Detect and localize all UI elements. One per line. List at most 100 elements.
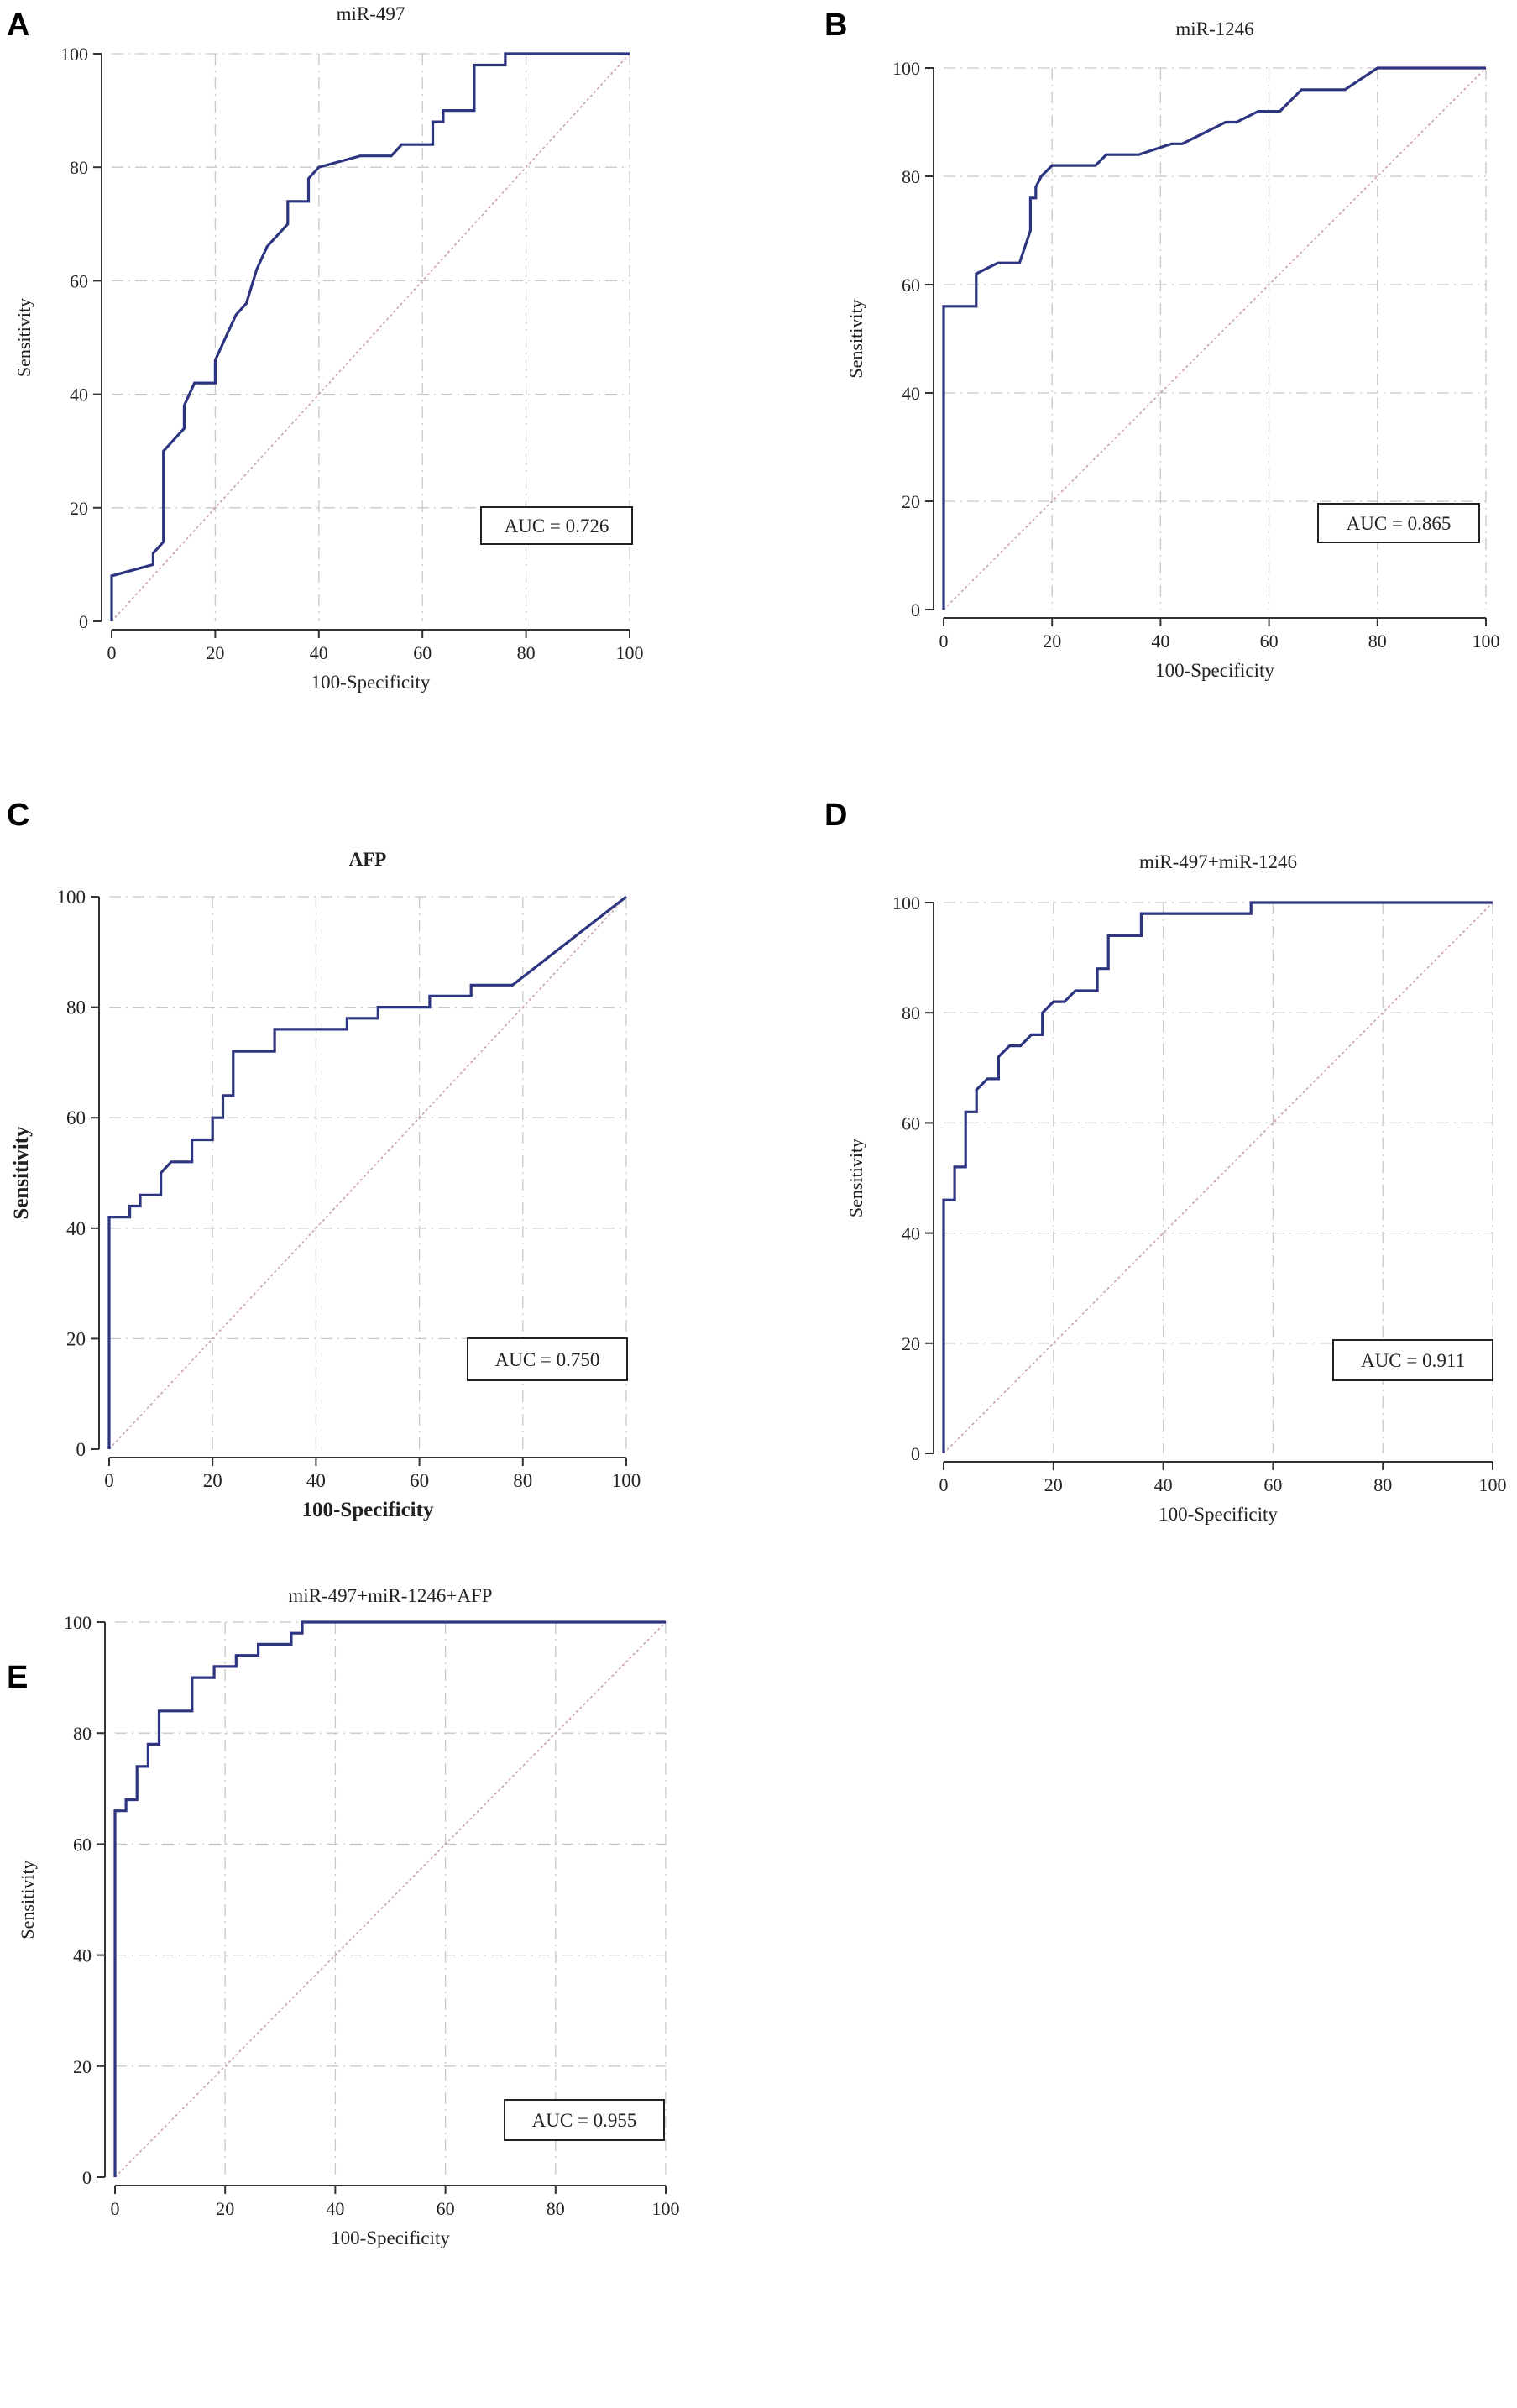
x-tick-label: 0 xyxy=(939,631,949,652)
x-tick-label: 80 xyxy=(513,1470,532,1491)
x-tick-label: 40 xyxy=(1154,1474,1173,1495)
x-axis-label: 100-Specificity xyxy=(1155,660,1274,681)
x-tick-label: 40 xyxy=(310,642,328,663)
axes: 0 20 40 60 80 100 0 20 40 60 80 100 100-Specificity S… xyxy=(845,893,1507,1525)
auc-annotation: AUC = 0.911 xyxy=(1332,1339,1493,1381)
y-tick-label: 40 xyxy=(70,385,88,406)
x-tick-label: 40 xyxy=(326,2198,344,2219)
chart-title: AFP xyxy=(349,849,387,870)
y-tick-label: 40 xyxy=(902,383,920,404)
chart-title: miR-497+miR-1246+AFP xyxy=(288,1585,492,1606)
y-axis-label: Sensitivity xyxy=(845,299,866,378)
x-tick-label: 20 xyxy=(216,2198,234,2219)
x-tick-label: 40 xyxy=(306,1470,326,1491)
reference-diagonal xyxy=(943,902,1493,1454)
auc-annotation: AUC = 0.955 xyxy=(504,2099,665,2141)
reference-diagonal xyxy=(108,896,627,1450)
gridlines xyxy=(109,896,627,1449)
auc-box xyxy=(467,1337,628,1381)
x-tick-label: 60 xyxy=(1260,631,1279,652)
x-axis-label: 100-Specificity xyxy=(331,2227,450,2248)
y-tick-label: 40 xyxy=(73,1945,92,1966)
y-tick-label: 40 xyxy=(902,1223,920,1244)
axes: 0 20 40 60 80 100 0 20 40 60 80 100 100-Specificity S… xyxy=(13,44,644,693)
roc-curve xyxy=(942,66,1486,610)
panel-letter-c: C xyxy=(7,798,29,833)
roc-curve xyxy=(113,1620,666,2177)
axes: 0 20 40 60 80 100 0 20 40 60 80 100 100-Specificity S… xyxy=(17,1612,680,2248)
y-tick-label: 80 xyxy=(70,157,88,178)
x-tick-label: 0 xyxy=(111,2198,120,2219)
x-tick-label: 80 xyxy=(517,642,536,663)
y-tick-label: 60 xyxy=(902,1112,920,1133)
panel-letter-e: E xyxy=(7,1660,28,1695)
reference-diagonal xyxy=(111,53,630,622)
reference-diagonal xyxy=(114,1621,667,2178)
y-tick-label: 40 xyxy=(66,1218,86,1239)
x-tick-label: 100 xyxy=(612,1470,641,1491)
auc-value: AUC = 0.750 xyxy=(495,1349,600,1370)
y-tick-label: 20 xyxy=(902,1333,920,1354)
y-tick-label: 100 xyxy=(892,893,920,913)
x-axis-label: 100-Specificity xyxy=(311,672,431,693)
x-tick-label: 60 xyxy=(437,2198,455,2219)
axes: 0 20 40 60 80 100 0 20 40 60 80 100 100-Specificity S… xyxy=(10,887,641,1521)
x-tick-label: 80 xyxy=(547,2198,565,2219)
y-axis-label: Sensitivity xyxy=(845,1139,866,1217)
x-tick-label: 60 xyxy=(410,1470,429,1491)
auc-annotation: AUC = 0.726 xyxy=(480,506,633,545)
y-tick-label: 0 xyxy=(79,611,88,632)
y-tick-label: 60 xyxy=(70,270,88,291)
panel-letter-a: A xyxy=(7,8,29,43)
y-axis-label: Sensitivity xyxy=(10,1126,33,1220)
x-tick-label: 0 xyxy=(107,642,117,663)
y-tick-label: 100 xyxy=(60,44,88,65)
x-tick-label: 80 xyxy=(1373,1474,1392,1495)
y-tick-label: 60 xyxy=(902,275,920,296)
auc-box xyxy=(480,506,633,545)
roc-curve xyxy=(942,901,1493,1453)
y-tick-label: 100 xyxy=(57,887,86,908)
y-tick-label: 80 xyxy=(66,997,86,1018)
x-tick-label: 0 xyxy=(939,1474,949,1495)
x-tick-label: 60 xyxy=(1263,1474,1282,1495)
auc-annotation: AUC = 0.750 xyxy=(467,1337,628,1381)
x-axis-label: 100-Specificity xyxy=(1159,1504,1278,1525)
x-tick-label: 100 xyxy=(1479,1474,1507,1495)
auc-box xyxy=(1332,1339,1493,1381)
x-tick-label: 40 xyxy=(1151,631,1169,652)
y-tick-label: 0 xyxy=(76,1439,86,1460)
y-tick-label: 80 xyxy=(73,1723,92,1744)
chart-title: miR-497 xyxy=(337,3,405,24)
y-tick-label: 0 xyxy=(911,599,920,620)
x-tick-label: 20 xyxy=(1044,1474,1063,1495)
y-tick-label: 20 xyxy=(70,498,88,519)
y-tick-label: 20 xyxy=(73,2056,92,2077)
y-tick-label: 100 xyxy=(64,1612,92,1633)
y-tick-label: 80 xyxy=(902,1002,920,1023)
y-axis-label: Sensitivity xyxy=(13,298,34,377)
reference-diagonal xyxy=(943,67,1487,610)
x-tick-label: 0 xyxy=(104,1470,114,1491)
y-tick-label: 0 xyxy=(911,1443,920,1464)
y-tick-label: 80 xyxy=(902,166,920,187)
panel-letter-b: B xyxy=(824,8,847,43)
x-tick-label: 100 xyxy=(616,642,644,663)
axes: 0 20 40 60 80 100 0 20 40 60 80 100 100-Specificity S… xyxy=(845,58,1500,681)
chart-title: miR-1246 xyxy=(1175,18,1253,39)
y-tick-label: 20 xyxy=(902,491,920,512)
auc-value: AUC = 0.726 xyxy=(505,516,609,537)
y-tick-label: 60 xyxy=(73,1834,92,1855)
x-tick-label: 60 xyxy=(413,642,432,663)
auc-value: AUC = 0.955 xyxy=(532,2110,637,2131)
roc-curve xyxy=(110,52,630,621)
y-tick-label: 20 xyxy=(66,1328,86,1349)
chart-title: miR-497+miR-1246 xyxy=(1139,851,1297,872)
auc-box xyxy=(504,2099,665,2141)
y-tick-label: 60 xyxy=(66,1107,86,1128)
